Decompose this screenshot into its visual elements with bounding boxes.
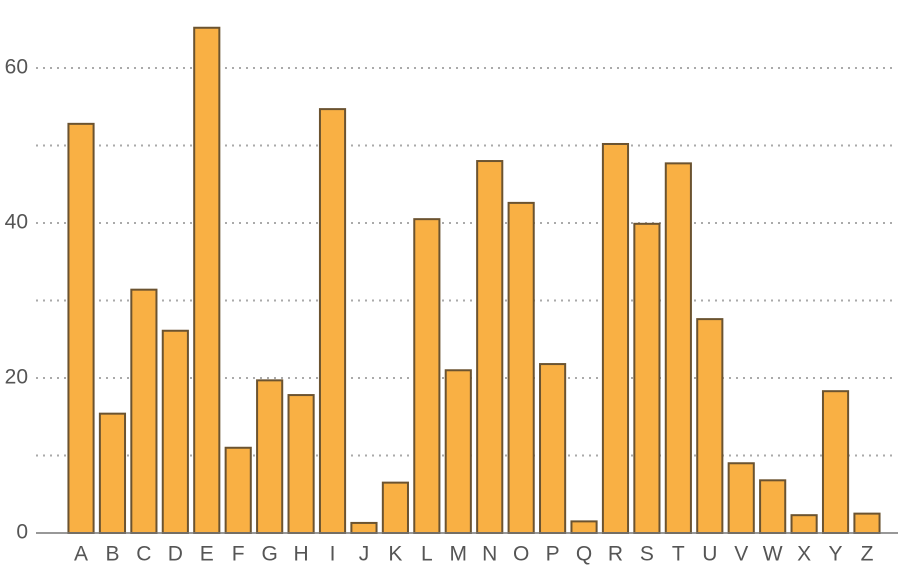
bar xyxy=(381,481,409,535)
bar xyxy=(601,142,630,534)
x-tick-label: W xyxy=(763,543,783,566)
bar xyxy=(193,26,221,535)
x-tick-label: M xyxy=(450,543,468,566)
x-tick-label: Z xyxy=(861,543,874,566)
x-tick-label: G xyxy=(261,543,277,566)
bar xyxy=(759,479,787,535)
x-tick-label: L xyxy=(421,543,433,566)
bar xyxy=(507,201,535,534)
bar xyxy=(727,462,755,535)
bar xyxy=(413,218,441,535)
x-tick-label: U xyxy=(702,543,717,566)
x-tick-label: P xyxy=(546,543,560,566)
bar xyxy=(633,222,661,534)
x-tick-label: I xyxy=(330,543,336,566)
bar xyxy=(853,512,881,535)
bar xyxy=(821,390,850,534)
x-tick-label: E xyxy=(200,543,214,566)
x-tick-label: X xyxy=(797,543,811,566)
x-tick-label: T xyxy=(672,543,685,566)
x-tick-label: A xyxy=(74,543,88,566)
y-tick-label: 0 xyxy=(16,521,28,544)
bar xyxy=(696,318,724,534)
bar xyxy=(98,412,127,534)
bar xyxy=(350,521,378,534)
bar xyxy=(67,122,95,535)
bar xyxy=(130,288,158,534)
x-tick-label: C xyxy=(136,543,151,566)
x-tick-label: D xyxy=(168,543,183,566)
bar xyxy=(224,446,252,534)
x-tick-label: N xyxy=(482,543,497,566)
x-tick-label: Y xyxy=(829,543,843,566)
bar xyxy=(664,162,692,534)
bar xyxy=(444,369,472,535)
x-tick-label: J xyxy=(359,543,370,566)
x-tick-label: O xyxy=(513,543,529,566)
bar xyxy=(287,394,315,534)
x-tick-label: B xyxy=(105,543,119,566)
bar xyxy=(476,160,504,534)
x-tick-label: V xyxy=(734,543,748,566)
x-tick-label: R xyxy=(608,543,623,566)
x-tick-label: F xyxy=(232,543,245,566)
bar xyxy=(790,514,818,535)
bar xyxy=(161,329,189,534)
bar xyxy=(318,108,347,535)
y-tick-label: 60 xyxy=(5,56,28,79)
y-tick-label: 20 xyxy=(5,366,28,389)
y-tick-label: 40 xyxy=(5,211,28,234)
bar xyxy=(256,379,284,534)
x-tick-label: K xyxy=(388,543,402,566)
bar xyxy=(539,363,567,534)
x-tick-label: S xyxy=(640,543,654,566)
x-tick-label: H xyxy=(294,543,309,566)
bar xyxy=(570,520,598,535)
x-tick-label: Q xyxy=(576,543,592,566)
